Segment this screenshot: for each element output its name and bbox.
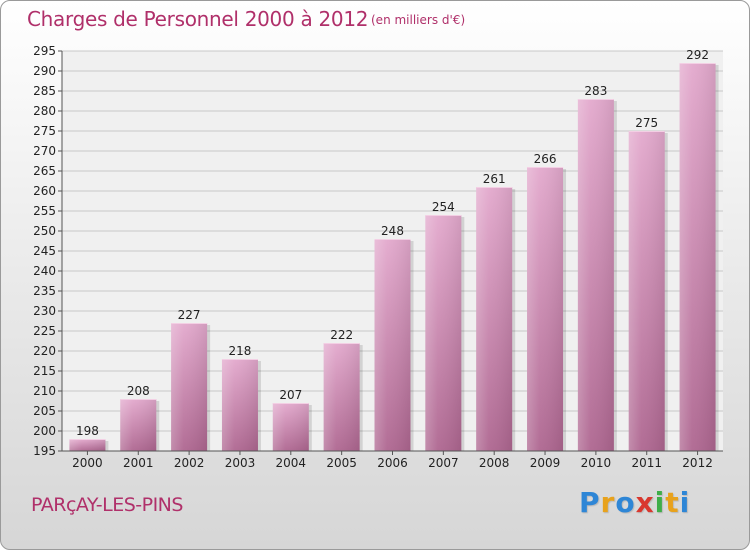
- y-tick-label: 280: [33, 104, 56, 118]
- value-label-2004: 207: [279, 388, 302, 402]
- value-label-2003: 218: [229, 344, 252, 358]
- bar-highlight: [679, 63, 716, 451]
- proxiti-logo: Proxiti: [579, 486, 691, 519]
- x-tick-label-2009: 2009: [530, 456, 561, 470]
- bar-highlight: [425, 215, 462, 451]
- x-tick-label-2005: 2005: [326, 456, 357, 470]
- y-tick-label: 215: [33, 364, 56, 378]
- x-tick-label-2012: 2012: [682, 456, 713, 470]
- y-tick-label: 240: [33, 264, 56, 278]
- y-tick-label: 295: [33, 44, 56, 58]
- x-tick-label-2010: 2010: [581, 456, 612, 470]
- value-label-2002: 227: [178, 308, 201, 322]
- y-tick-label: 235: [33, 284, 56, 298]
- y-tick-label: 260: [33, 184, 56, 198]
- value-label-2010: 283: [584, 84, 607, 98]
- value-label-2006: 248: [381, 224, 404, 238]
- x-tick-label-2003: 2003: [225, 456, 256, 470]
- bar-highlight: [69, 439, 106, 451]
- y-tick-label: 265: [33, 164, 56, 178]
- y-tick-label: 200: [33, 424, 56, 438]
- bars-layer: 198 208 227 218 207 222 248 254 261 266 283 275 292: [69, 48, 719, 451]
- bar-highlight: [120, 399, 157, 451]
- bar-highlight: [323, 343, 360, 451]
- x-tick-label-2000: 2000: [72, 456, 103, 470]
- y-tick-label: 205: [33, 404, 56, 418]
- y-tick-label: 225: [33, 324, 56, 338]
- y-tick-label: 250: [33, 224, 56, 238]
- bar-highlight: [476, 187, 513, 451]
- bar-highlight: [272, 403, 309, 451]
- bar-highlight: [577, 99, 614, 451]
- y-tick-label: 290: [33, 64, 56, 78]
- y-tick-label: 245: [33, 244, 56, 258]
- axis-layer: 195 200 205 210 215 220 225 230 235 240 245 250 255 2…: [33, 44, 723, 470]
- value-label-2011: 275: [635, 116, 658, 130]
- y-tick-label: 230: [33, 304, 56, 318]
- value-label-2000: 198: [76, 424, 99, 438]
- y-tick-label: 255: [33, 204, 56, 218]
- x-tick-label-2006: 2006: [377, 456, 408, 470]
- y-tick-label: 275: [33, 124, 56, 138]
- x-tick-label-2002: 2002: [174, 456, 205, 470]
- chart-unit-note: (en milliers d'€): [371, 13, 466, 27]
- x-tick-label-2004: 2004: [276, 456, 307, 470]
- value-label-2001: 208: [127, 384, 150, 398]
- commune-name: PARçAY-LES-PINS: [31, 494, 183, 516]
- x-tick-label-2007: 2007: [428, 456, 459, 470]
- bar-highlight: [221, 359, 258, 451]
- x-tick-label-2008: 2008: [479, 456, 510, 470]
- bar-highlight: [374, 239, 411, 451]
- value-label-2007: 254: [432, 200, 455, 214]
- value-label-2009: 266: [534, 152, 557, 166]
- bar-highlight: [628, 131, 665, 451]
- y-tick-label: 285: [33, 84, 56, 98]
- value-label-2012: 292: [686, 48, 709, 62]
- bar-highlight: [171, 323, 208, 451]
- y-tick-label: 220: [33, 344, 56, 358]
- bar-highlight: [527, 167, 564, 451]
- chart-title: Charges de Personnel 2000 à 2012: [27, 7, 369, 31]
- x-tick-label-2001: 2001: [123, 456, 154, 470]
- value-label-2005: 222: [330, 328, 353, 342]
- x-tick-label-2011: 2011: [631, 456, 662, 470]
- y-tick-label: 195: [33, 444, 56, 458]
- y-tick-label: 210: [33, 384, 56, 398]
- y-tick-label: 270: [33, 144, 56, 158]
- value-label-2008: 261: [483, 172, 506, 186]
